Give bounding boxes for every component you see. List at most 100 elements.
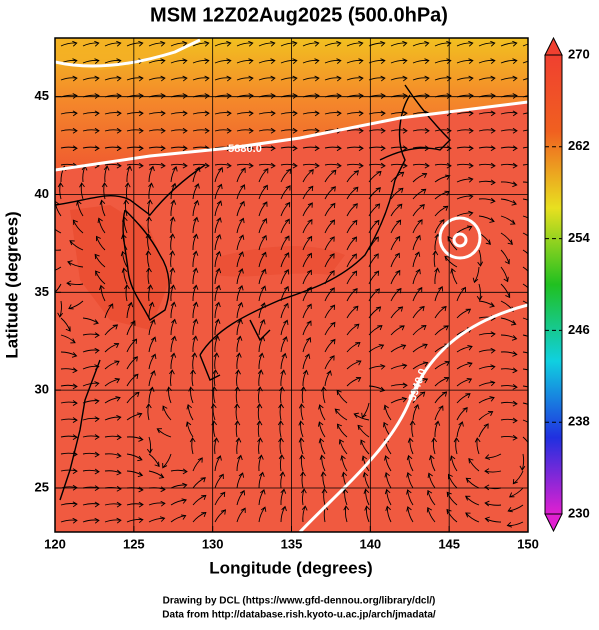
streamline [346, 40, 364, 47]
streamline [324, 287, 335, 302]
streamline [126, 40, 144, 47]
streamline [104, 127, 122, 134]
streamline [390, 396, 408, 404]
streamline [214, 455, 222, 472]
streamline [300, 386, 307, 404]
streamline [82, 517, 100, 524]
streamline [104, 75, 122, 82]
streamline [214, 58, 232, 64]
streamline [126, 145, 144, 152]
streamline [280, 58, 298, 64]
streamline [126, 356, 138, 370]
footer: Drawing by DCL (https://www.gfd-dennou.o… [163, 596, 436, 607]
streamline [302, 320, 312, 336]
streamline [234, 420, 241, 438]
warm-region [215, 246, 345, 277]
streamline [449, 455, 458, 472]
streamline [192, 267, 199, 285]
streamline [412, 75, 430, 82]
streamline [465, 477, 480, 489]
streamline [60, 367, 78, 374]
streamline [522, 198, 528, 201]
y-tick-label: 30 [35, 382, 49, 397]
streamline [334, 408, 348, 421]
streamline [324, 110, 342, 117]
streamline [412, 234, 421, 251]
streamline [406, 506, 414, 523]
streamline [301, 505, 308, 523]
streamline [302, 58, 320, 64]
streamline [302, 303, 312, 319]
streamline [234, 386, 241, 404]
streamline [236, 454, 243, 472]
streamline [412, 361, 429, 370]
streamline [258, 352, 265, 370]
streamline [336, 423, 348, 438]
streamline [484, 468, 502, 474]
x-tick-label: 135 [281, 536, 303, 551]
streamline [412, 58, 430, 64]
streamline [522, 436, 528, 449]
streamline [104, 452, 122, 459]
colorbar [544, 54, 563, 515]
streamline [368, 325, 383, 336]
streamline [500, 181, 518, 188]
contour-line [55, 38, 201, 68]
streamline [145, 250, 152, 268]
streamline [478, 364, 496, 370]
streamline [60, 40, 78, 47]
streamline [104, 162, 122, 169]
streamline [82, 75, 100, 82]
streamline [324, 162, 342, 169]
streamline [412, 162, 430, 169]
streamline [280, 218, 290, 234]
streamline [434, 325, 449, 336]
streamline [60, 417, 78, 423]
streamline [258, 234, 267, 251]
streamline [390, 287, 402, 302]
streamline [214, 217, 222, 234]
streamline [280, 127, 298, 134]
streamline [279, 471, 286, 489]
streamline [346, 342, 361, 353]
streamline [278, 403, 284, 421]
streamline [346, 360, 362, 370]
streamline [235, 437, 242, 455]
streamline [500, 162, 518, 169]
streamline [406, 454, 414, 472]
streamline [104, 324, 119, 336]
streamline [302, 353, 311, 370]
streamline [478, 380, 496, 387]
streamline [148, 58, 166, 64]
streamline [302, 162, 320, 169]
streamline [258, 201, 268, 217]
streamline [477, 249, 484, 267]
streamline [280, 488, 287, 506]
streamline [324, 75, 342, 82]
streamline [104, 501, 122, 508]
streamline [390, 58, 408, 64]
streamline [256, 403, 263, 421]
streamline [104, 360, 120, 370]
streamline [236, 318, 243, 336]
streamline [236, 58, 254, 64]
streamline [456, 176, 474, 183]
streamline [434, 305, 447, 319]
streamline [361, 402, 370, 419]
streamline [104, 469, 122, 476]
streamline [214, 110, 232, 117]
streamline [506, 521, 524, 528]
streamline [258, 75, 276, 82]
streamline [236, 110, 254, 117]
streamline [148, 165, 155, 183]
streamline [170, 482, 188, 489]
streamline [522, 351, 528, 354]
streamline [500, 249, 510, 265]
streamline [60, 383, 78, 390]
streamline [412, 251, 421, 268]
streamline [500, 334, 518, 341]
streamline [390, 40, 408, 47]
streamline [192, 457, 203, 472]
streamline [101, 182, 108, 200]
streamline [478, 127, 496, 134]
